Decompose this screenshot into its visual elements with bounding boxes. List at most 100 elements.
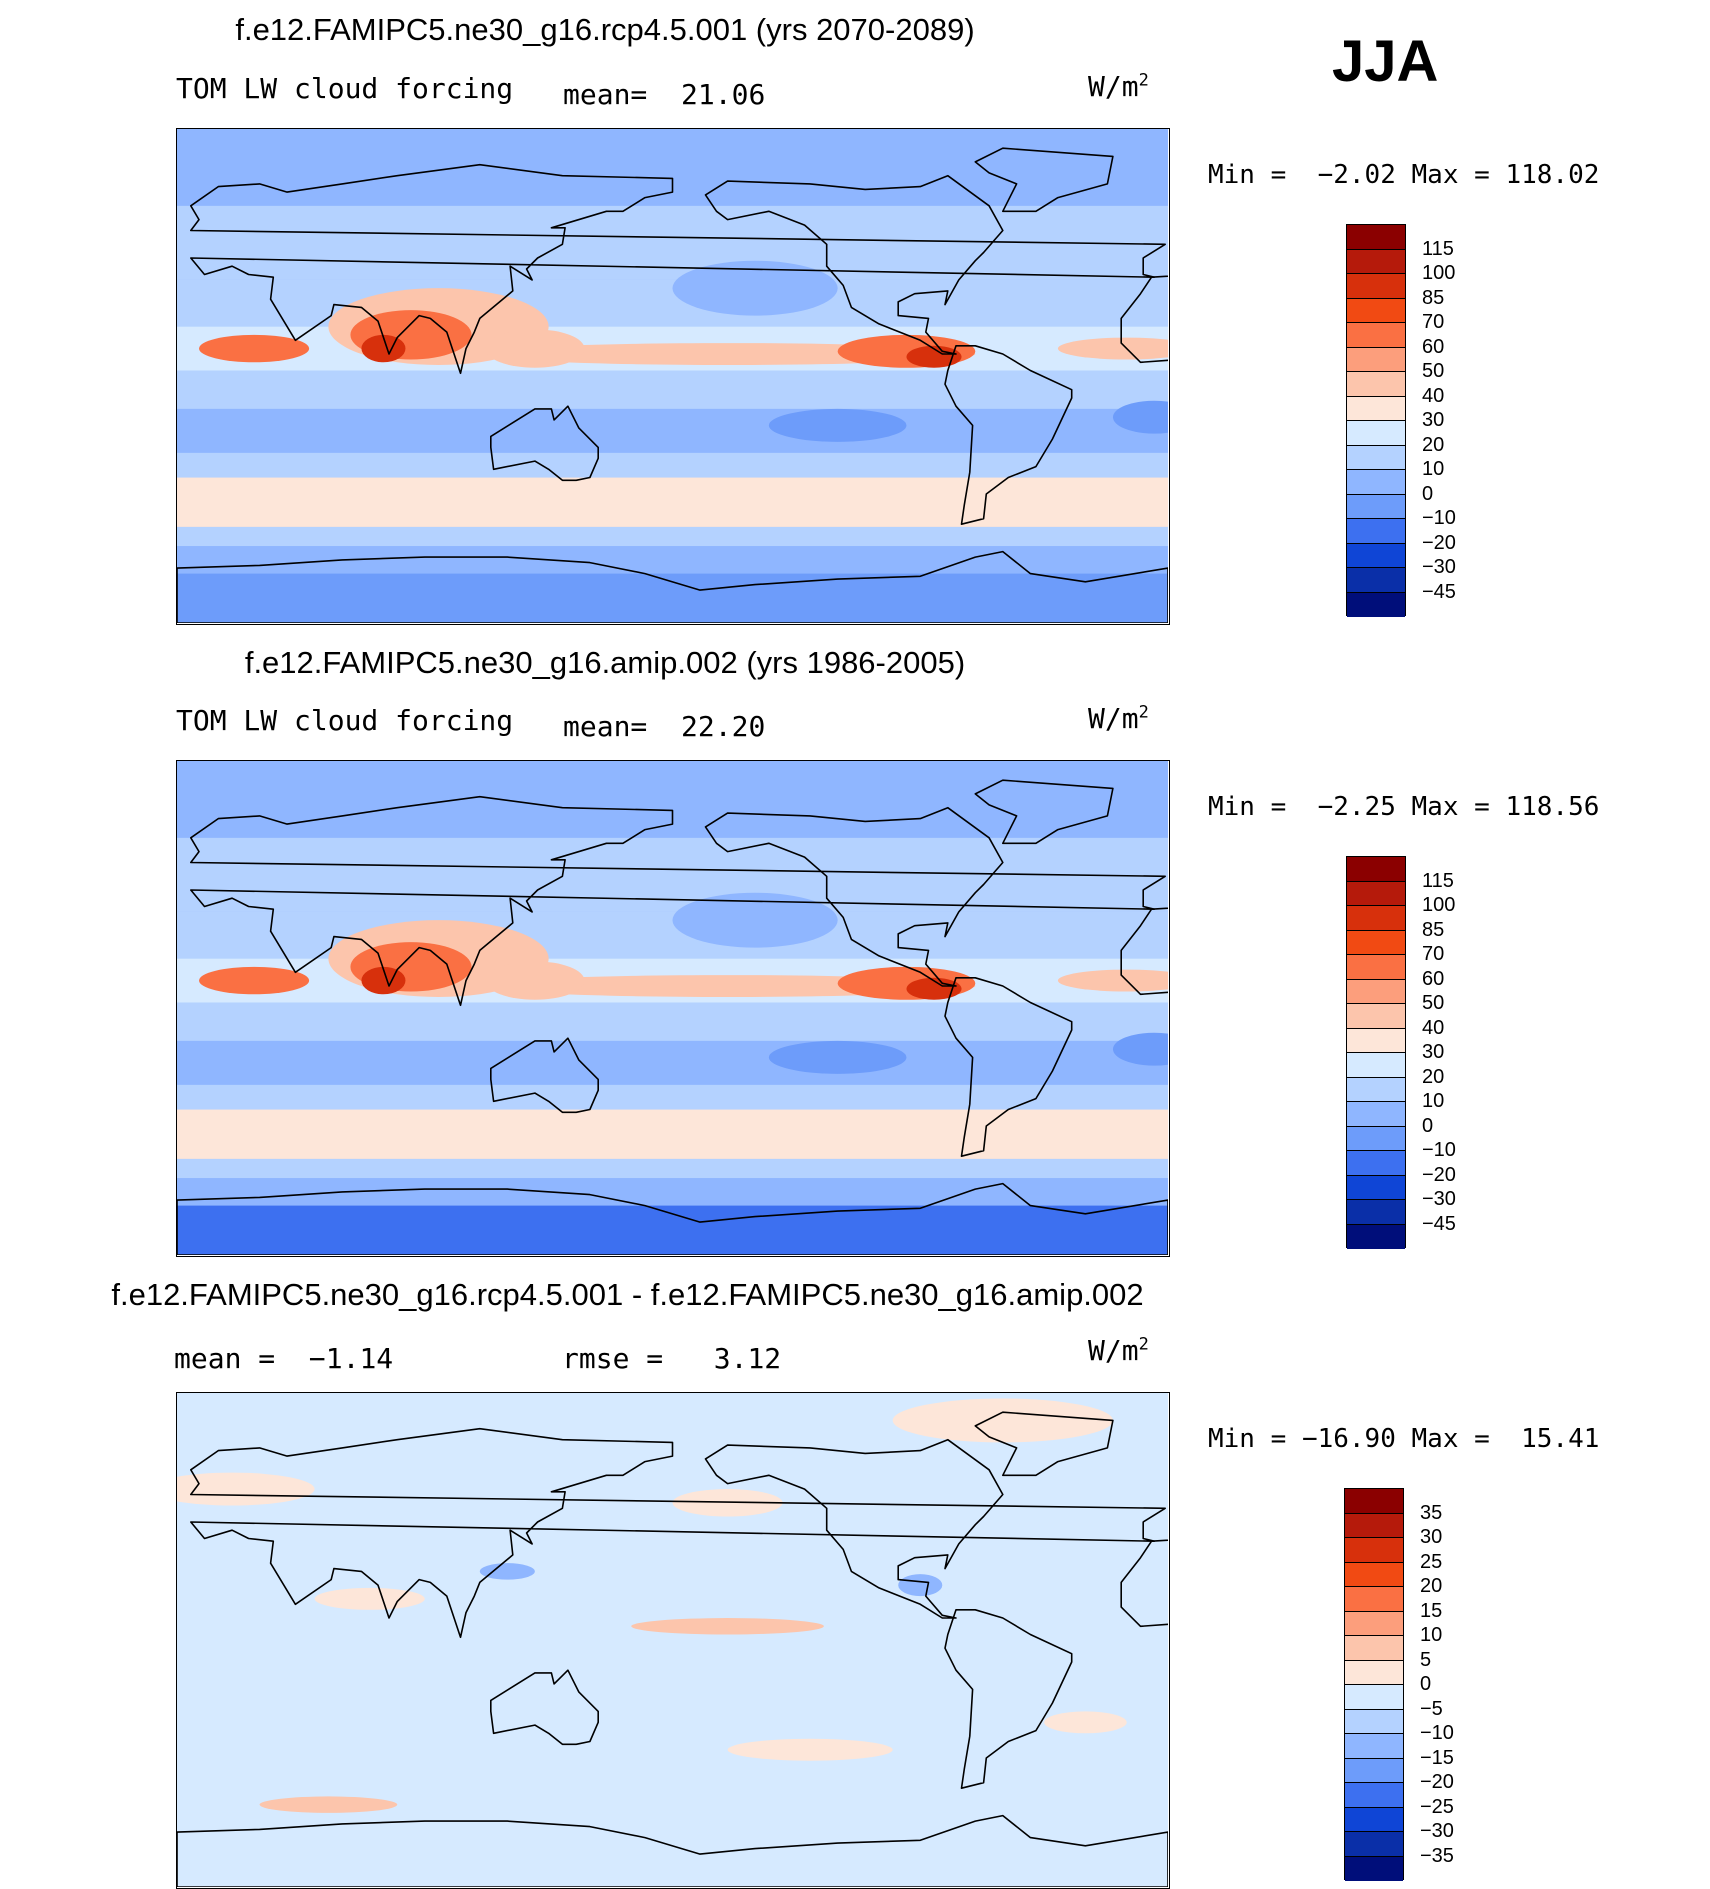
panel-1-title: f.e12.FAMIPC5.ne30_g16.rcp4.5.001 (yrs 2… bbox=[235, 12, 975, 47]
colorbar-tick-label: 20 bbox=[1422, 433, 1445, 456]
colorbar-box bbox=[1344, 1488, 1404, 1881]
itcz-central-america-max bbox=[906, 977, 962, 1000]
greenland-coastline bbox=[974, 1411, 1114, 1477]
colorbar-swatch bbox=[1345, 1660, 1403, 1685]
diff-patch-pacific-itcz bbox=[631, 1618, 824, 1635]
colorbar-tick-label: 115 bbox=[1422, 237, 1454, 260]
colorbar-swatch bbox=[1345, 1562, 1403, 1587]
colorbar-swatch bbox=[1347, 445, 1405, 470]
colorbar-tick-label: −20 bbox=[1420, 1771, 1454, 1793]
stratocumulus-atlantic bbox=[1112, 1032, 1168, 1066]
colorbar-swatch bbox=[1347, 347, 1405, 372]
colorbar-tick-label: 0 bbox=[1422, 1114, 1434, 1137]
colorbar-swatch bbox=[1347, 1224, 1405, 1249]
diff-patch-gulf bbox=[898, 1574, 943, 1597]
colorbar-tick-label: 10 bbox=[1422, 1090, 1445, 1112]
colorbar-swatch bbox=[1347, 930, 1405, 955]
colorbar-swatch bbox=[1347, 1102, 1405, 1127]
colorbar-swatch bbox=[1347, 1175, 1405, 1200]
colorbar-tick-label: −20 bbox=[1422, 1163, 1456, 1186]
map-background bbox=[177, 1393, 1168, 1887]
colorbar-tick-label: 100 bbox=[1422, 262, 1456, 284]
panel-2-mean: mean= 22.20 bbox=[563, 710, 766, 743]
colorbar-tick-label: 70 bbox=[1422, 943, 1445, 965]
panel-1-variable: TOM LW cloud forcing bbox=[176, 72, 514, 105]
colorbar-tick-label: −15 bbox=[1420, 1746, 1454, 1769]
colorbar-tick-label: −20 bbox=[1422, 531, 1456, 554]
colorbar-swatch bbox=[1347, 323, 1405, 348]
australia-coastline bbox=[490, 1037, 599, 1114]
colorbar-swatch bbox=[1345, 1758, 1403, 1783]
colorbar-swatch bbox=[1347, 1053, 1405, 1078]
panel-1-units: W/m2 bbox=[1088, 70, 1149, 103]
panel-1-minmax: Min = −2.02 Max = 118.02 bbox=[1208, 160, 1600, 190]
map-svg bbox=[177, 129, 1168, 623]
colorbar-swatch bbox=[1347, 372, 1405, 397]
colorbar-tick-label: 70 bbox=[1422, 311, 1445, 333]
band-southern-ocean bbox=[177, 1158, 1168, 1179]
colorbar-tick-label: −35 bbox=[1420, 1844, 1454, 1867]
panel-3-mean: mean = −1.14 bbox=[174, 1342, 394, 1375]
diff-patch-south-pacific bbox=[727, 1738, 893, 1761]
band-eq-south bbox=[177, 1002, 1168, 1041]
colorbar-tick-label: 25 bbox=[1420, 1550, 1443, 1573]
diff-patch-south-atlantic bbox=[1044, 1711, 1127, 1734]
colorbar-swatch bbox=[1345, 1611, 1403, 1636]
colorbar-tick-label: −10 bbox=[1420, 1722, 1454, 1744]
colorbar-tick-label: 115 bbox=[1422, 869, 1454, 892]
colorbar-swatch bbox=[1347, 225, 1405, 250]
panel-2-colorbar: 115 100 85 70 60 50 40 30 20 10 0 −10 −20 −30 −45 bbox=[1346, 856, 1456, 1249]
colorbar-tick-label: 0 bbox=[1422, 482, 1434, 505]
map-svg bbox=[177, 761, 1168, 1255]
colorbar-tick-label: 20 bbox=[1420, 1575, 1443, 1597]
colorbar-swatch bbox=[1347, 298, 1405, 323]
panel-2-minmax: Min = −2.25 Max = 118.56 bbox=[1208, 792, 1600, 822]
monsoon-africa bbox=[199, 334, 310, 363]
colorbar-swatch bbox=[1347, 1126, 1405, 1151]
panel-2-map bbox=[176, 760, 1170, 1257]
panel-3-rmse: rmse = 3.12 bbox=[562, 1342, 782, 1375]
band-subantarctic bbox=[177, 1178, 1168, 1206]
diff-patch-europe bbox=[177, 1472, 315, 1506]
map-svg bbox=[177, 1393, 1168, 1887]
colorbar-tick-label: 50 bbox=[1422, 992, 1445, 1014]
itcz-atlantic bbox=[1057, 337, 1168, 360]
band-arctic bbox=[177, 761, 1168, 838]
north-america-coastline bbox=[704, 1438, 1004, 1619]
colorbar-swatch bbox=[1347, 1028, 1405, 1053]
warm-pool bbox=[485, 961, 585, 1000]
monsoon-africa bbox=[199, 966, 310, 995]
band-antarctic bbox=[177, 573, 1168, 623]
colorbar-swatch bbox=[1345, 1832, 1403, 1857]
colorbar-swatch bbox=[1347, 494, 1405, 519]
colorbar-swatch bbox=[1345, 1636, 1403, 1661]
colorbar-tick-label: 30 bbox=[1422, 1041, 1445, 1063]
colorbar-tick-label: −25 bbox=[1420, 1795, 1454, 1818]
itcz-central-america-max bbox=[906, 345, 962, 368]
colorbar-swatch bbox=[1345, 1489, 1403, 1514]
colorbar-swatch bbox=[1345, 1709, 1403, 1734]
panel-3-colorbar: 35 30 25 20 15 10 5 0 −5 −10 −15 −20 −25 −30 −35 bbox=[1344, 1488, 1454, 1881]
subtropical-high-pacific bbox=[672, 260, 838, 316]
colorbar-tick-label: 35 bbox=[1420, 1501, 1443, 1524]
colorbar-tick-label: −10 bbox=[1422, 1139, 1456, 1161]
colorbar-swatch bbox=[1345, 1856, 1403, 1881]
panel-3-units: W/m2 bbox=[1088, 1334, 1149, 1367]
band-storm-track bbox=[177, 1109, 1168, 1159]
colorbar-swatch bbox=[1345, 1734, 1403, 1759]
colorbar-tick-label: 5 bbox=[1420, 1648, 1432, 1671]
colorbar-tick-label: 30 bbox=[1420, 1526, 1443, 1548]
diff-patch-east-asia bbox=[479, 1563, 535, 1580]
colorbar-swatch bbox=[1347, 421, 1405, 446]
colorbar-tick-label: −5 bbox=[1420, 1697, 1443, 1720]
panel-1-mean: mean= 21.06 bbox=[563, 78, 766, 111]
colorbar-swatch bbox=[1345, 1538, 1403, 1563]
eurasia-coastline bbox=[190, 795, 1166, 1007]
colorbar-tick-label: −10 bbox=[1422, 507, 1456, 529]
colorbar-tick-label: −45 bbox=[1422, 580, 1456, 603]
colorbar-swatch bbox=[1347, 543, 1405, 568]
season-label: JJA bbox=[1332, 29, 1439, 94]
colorbar-tick-label: 100 bbox=[1422, 894, 1456, 916]
colorbar-swatch bbox=[1347, 249, 1405, 274]
colorbar-swatch bbox=[1345, 1685, 1403, 1710]
